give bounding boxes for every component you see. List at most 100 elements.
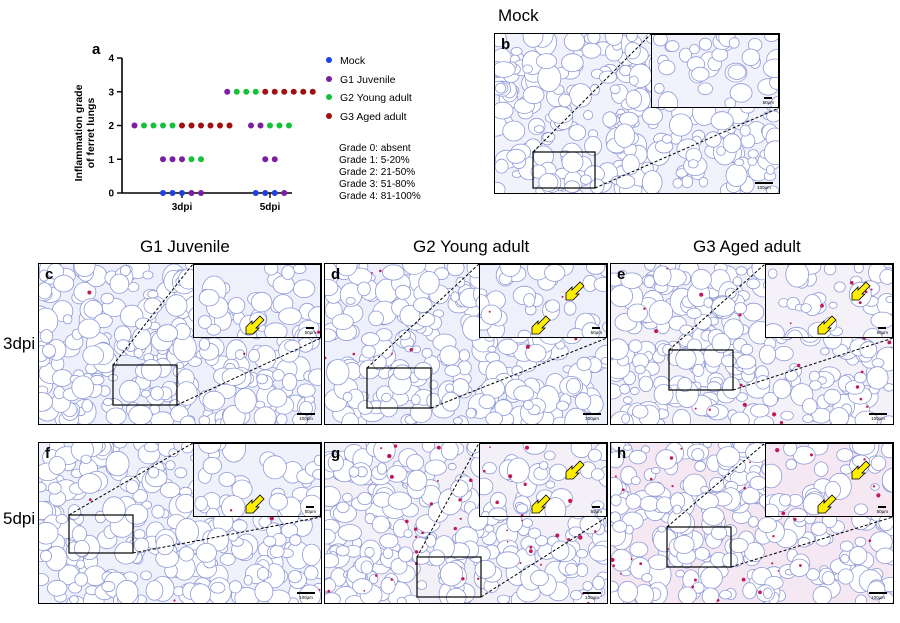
panel-label-f: f: [45, 445, 50, 462]
zoom-connector-line: [666, 443, 766, 528]
inflammation-scatter-chart: a Inflammation grade of ferret lungs 0 1 2…: [73, 41, 421, 213]
micrograph-d: 50μm 100μm d: [324, 263, 608, 425]
grade-note-2: Grade 2: 21-50%: [339, 167, 415, 178]
data-point-g1-juvenile-5dpi: [281, 190, 288, 196]
grade-note-3: Grade 3: 51-80%: [339, 179, 415, 190]
panel-label-g: g: [331, 445, 341, 462]
scale-bar: 50μm: [591, 327, 602, 335]
data-point-g1-juvenile-3dpi: [188, 190, 195, 196]
scale-bar: 100μm: [297, 592, 315, 600]
data-point-g2-young-adult-3dpi: [160, 122, 166, 129]
zoom-region-box: [68, 514, 134, 554]
highlight-arrow-icon: [565, 281, 585, 301]
micrograph-e: 50μm 100μm e: [610, 263, 894, 425]
legend-marker-mock: [326, 57, 332, 63]
data-point-g3-aged-adult-5dpi: [271, 88, 278, 95]
data-point-g2-young-adult-3dpi: [198, 156, 204, 163]
data-point-g3-aged-adult-3dpi: [207, 122, 214, 129]
micrograph-f: 50μm 100μm f: [38, 442, 322, 604]
row-label-5dpi: 5dpi: [3, 509, 36, 528]
inset-h: 50μm: [765, 443, 893, 517]
data-point-mock-3dpi: [169, 190, 176, 196]
x-tick-label-3dpi: 3dpi: [172, 202, 193, 213]
scale-bar: 100μm: [297, 413, 315, 421]
micrograph-h: 50μm 100μm h: [610, 442, 894, 604]
highlight-arrow-icon: [565, 460, 585, 480]
zoom-connector-line: [416, 443, 480, 558]
data-point-g2-young-adult-5dpi: [252, 88, 259, 95]
inset-b: 50μm: [651, 34, 779, 108]
scale-bar: 50μm: [305, 506, 316, 514]
mock-title: Mock: [498, 6, 539, 25]
data-point-g1-juvenile-5dpi: [224, 88, 231, 95]
micrograph-c: 50μm 100μm c: [38, 263, 322, 425]
grade-note-1: Grade 1: 5-20%: [339, 155, 410, 166]
column-title-g3: G3 Aged adult: [693, 237, 801, 256]
y-tick-label-4: 4: [108, 54, 114, 65]
row-label-3dpi: 3dpi: [3, 334, 36, 353]
panel-label-b: b: [501, 36, 511, 53]
zoom-connector-line: [68, 443, 194, 516]
zoom-connector-line: [430, 337, 607, 409]
scale-bar: 50μm: [305, 327, 316, 335]
data-point-g2-young-adult-5dpi: [276, 122, 283, 129]
zoom-overlay: [416, 443, 607, 598]
data-point-g1-juvenile-3dpi: [160, 156, 166, 163]
highlight-arrow-icon: [531, 494, 551, 514]
zoom-overlay: [668, 264, 893, 391]
highlight-arrow-icon: [851, 460, 871, 480]
legend-marker-g1: [326, 76, 332, 82]
inset-e: 50μm: [765, 264, 893, 338]
y-axis-title: Inflammation grade of ferret lungs: [73, 84, 97, 181]
data-point-g3-aged-adult-5dpi: [262, 88, 269, 95]
data-point-mock-5dpi: [252, 190, 259, 196]
data-point-mock-5dpi: [271, 190, 278, 196]
highlight-arrow-icon: [245, 315, 265, 335]
legend: Mock G1 Juvenile G2 Young adult G3 Aged …: [326, 55, 412, 123]
zoom-connector-line: [730, 516, 893, 568]
zoom-connector-line: [668, 264, 766, 351]
legend-marker-g2: [326, 94, 332, 100]
zoom-connector-line: [732, 337, 893, 391]
scale-bar: 100μm: [583, 413, 601, 421]
scale-bar: 100μm: [869, 413, 887, 421]
panel-label-a: a: [92, 41, 101, 58]
zoom-region-box: [112, 364, 178, 406]
inset-g: 50μm: [479, 443, 607, 517]
data-point-g3-aged-adult-5dpi: [300, 88, 307, 95]
scale-bar: 100μm: [583, 592, 601, 600]
data-point-g3-aged-adult-3dpi: [198, 122, 204, 129]
data-point-g3-aged-adult-5dpi: [281, 88, 288, 95]
zoom-overlay: [68, 443, 321, 554]
data-point-mock-5dpi: [262, 190, 269, 196]
data-point-g1-juvenile-5dpi: [271, 156, 278, 163]
data-point-g2-young-adult-5dpi: [267, 122, 273, 129]
zoom-region-box: [668, 349, 734, 391]
y-tick-label-1: 1: [108, 155, 114, 166]
scale-bar: 50μm: [591, 506, 602, 514]
scale-bar: 50μm: [877, 327, 888, 335]
zoom-connector-line: [132, 516, 321, 554]
grade-note-4: Grade 4: 81-100%: [339, 191, 421, 202]
legend-marker-g3: [326, 113, 332, 119]
zoom-region-box: [416, 556, 482, 598]
panel-label-e: e: [617, 266, 626, 283]
grade-note-0: Grade 0: absent: [339, 143, 411, 154]
data-point-g1-juvenile-3dpi: [131, 122, 138, 129]
data-point-g1-juvenile-3dpi: [198, 190, 204, 196]
zoom-connector-line: [112, 264, 194, 366]
zoom-connector-line: [366, 264, 480, 369]
column-title-g1: G1 Juvenile: [140, 237, 230, 256]
data-point-g2-young-adult-3dpi: [188, 156, 195, 163]
zoom-connector-line: [532, 34, 652, 153]
zoom-overlay: [666, 443, 893, 568]
highlight-arrow-icon: [851, 281, 871, 301]
data-point-g1-juvenile-5dpi: [262, 156, 269, 163]
scale-bar: 50μm: [763, 97, 774, 105]
data-point-g3-aged-adult-5dpi: [290, 88, 297, 95]
data-point-g2-young-adult-3dpi: [150, 122, 157, 129]
data-point-g2-young-adult-3dpi: [141, 122, 147, 129]
legend-label-g1: G1 Juvenile: [340, 74, 396, 86]
column-title-g2: G2 Young adult: [413, 237, 530, 256]
data-point-g2-young-adult-5dpi: [233, 88, 240, 95]
